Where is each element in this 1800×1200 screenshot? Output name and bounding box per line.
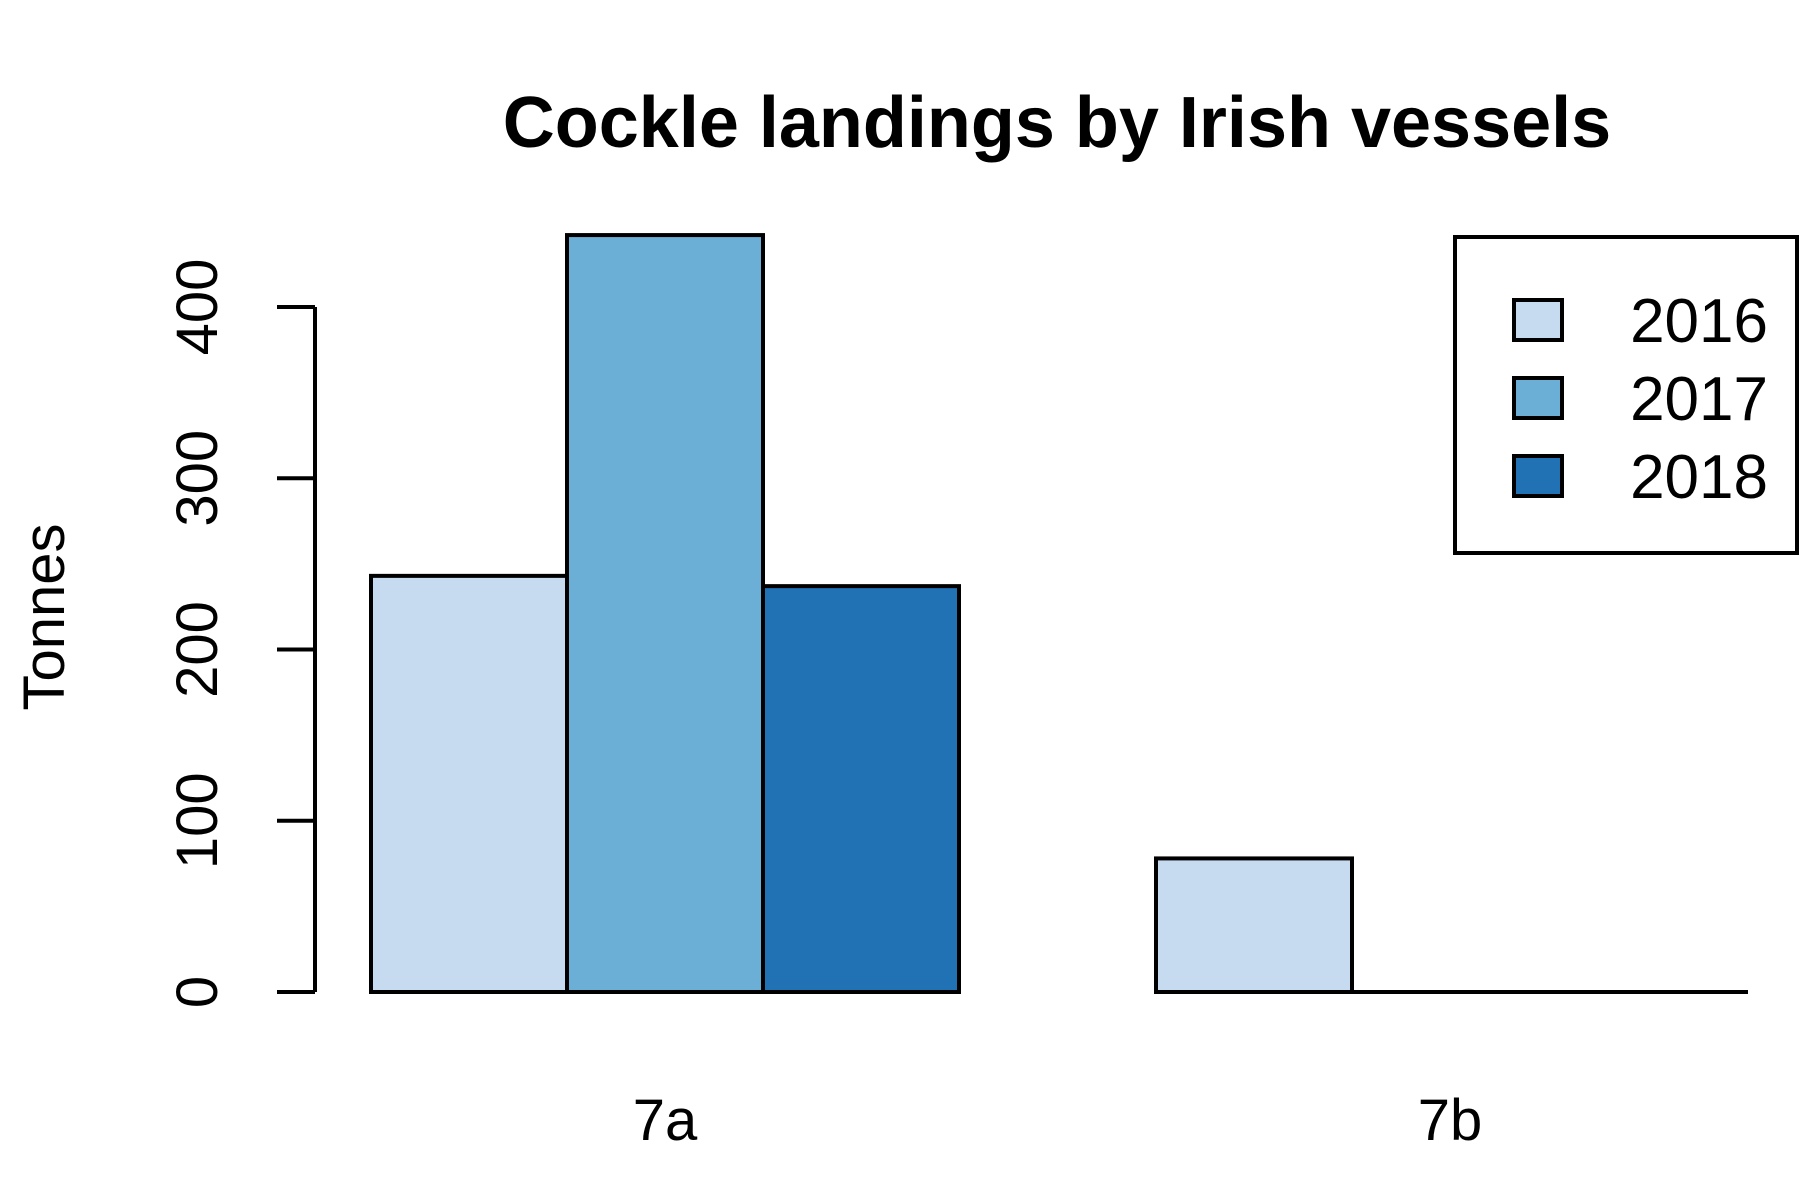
y-tick-label: 400 — [165, 259, 230, 356]
chart-title: Cockle landings by Irish vessels — [503, 83, 1611, 163]
x-tick-label: 7a — [633, 1088, 698, 1153]
bar-7b-2016 — [1154, 856, 1354, 994]
y-axis: 0 100 200 300 400 — [165, 259, 317, 1008]
y-tick-label: 100 — [165, 772, 230, 869]
legend-label-2017: 2017 — [1630, 365, 1768, 434]
legend-box — [1453, 235, 1799, 555]
y-tick-label: 300 — [165, 430, 230, 527]
bar-7a-2016 — [369, 573, 569, 994]
legend: 2016 2017 2018 — [1453, 235, 1799, 555]
legend-swatch-2017 — [1512, 376, 1564, 420]
legend-label-2016: 2016 — [1630, 287, 1768, 356]
bar-7a-2017 — [565, 233, 765, 994]
legend-swatch-2018 — [1512, 454, 1564, 498]
x-axis: 7a 7b — [633, 990, 1748, 1153]
legend-swatch-2016 — [1512, 298, 1564, 342]
y-axis-label: Tonnes — [12, 523, 77, 710]
legend-label-2018: 2018 — [1630, 443, 1768, 512]
x-tick-label: 7b — [1418, 1088, 1483, 1153]
y-tick-label: 200 — [165, 601, 230, 698]
y-tick-label: 0 — [165, 976, 230, 1008]
bar-7a-2018 — [761, 584, 961, 994]
bars — [369, 233, 1354, 994]
